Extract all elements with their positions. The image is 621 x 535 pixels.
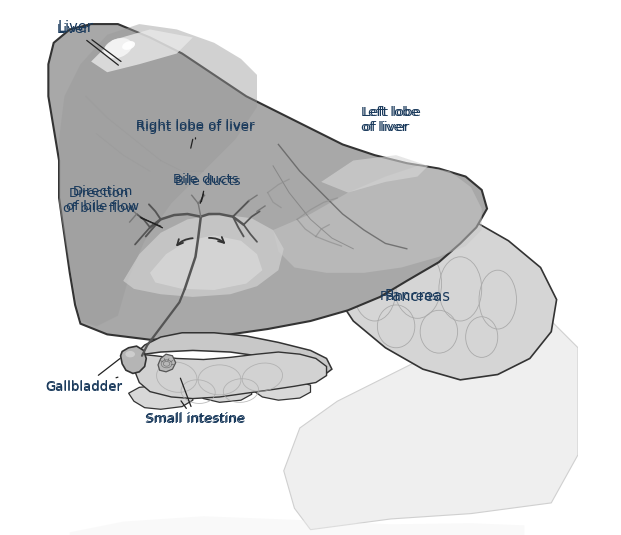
Text: Bile ducts: Bile ducts <box>175 175 240 203</box>
Polygon shape <box>48 24 487 340</box>
Polygon shape <box>120 346 147 373</box>
Text: Direction
of bile flow: Direction of bile flow <box>63 187 161 226</box>
Polygon shape <box>150 235 262 290</box>
Text: Direction
of bile flow: Direction of bile flow <box>66 185 163 228</box>
Text: Left lobe
of liver: Left lobe of liver <box>363 106 421 134</box>
Polygon shape <box>193 381 252 402</box>
Polygon shape <box>123 214 284 297</box>
Text: Liver: Liver <box>58 20 121 62</box>
Polygon shape <box>364 401 444 508</box>
Polygon shape <box>321 155 428 193</box>
Text: Small intestine: Small intestine <box>146 378 245 425</box>
Polygon shape <box>273 166 482 273</box>
Text: Pancreas: Pancreas <box>384 289 450 304</box>
Polygon shape <box>59 24 257 326</box>
Text: Right lobe of liver: Right lobe of liver <box>136 119 255 139</box>
Polygon shape <box>158 354 176 372</box>
Polygon shape <box>428 391 514 508</box>
Polygon shape <box>134 352 327 399</box>
Polygon shape <box>129 385 193 409</box>
FancyArrowPatch shape <box>209 237 224 243</box>
Polygon shape <box>70 516 525 535</box>
Ellipse shape <box>125 351 135 357</box>
Text: Bile ducts: Bile ducts <box>173 173 239 202</box>
Polygon shape <box>492 348 578 492</box>
Polygon shape <box>252 380 310 400</box>
Text: Pancreas: Pancreas <box>379 291 440 303</box>
Polygon shape <box>137 333 332 384</box>
FancyArrowPatch shape <box>177 238 193 245</box>
Text: Left lobe
of liver: Left lobe of liver <box>361 106 419 134</box>
Polygon shape <box>91 29 193 72</box>
Ellipse shape <box>122 41 135 50</box>
Polygon shape <box>327 209 556 380</box>
Text: Gallbladder: Gallbladder <box>46 377 123 394</box>
Polygon shape <box>284 321 578 530</box>
Text: Small intestine: Small intestine <box>145 401 244 426</box>
Text: Liver: Liver <box>57 23 119 65</box>
Ellipse shape <box>104 38 132 58</box>
Text: Right lobe of liver: Right lobe of liver <box>136 121 255 148</box>
Text: Gallbladder: Gallbladder <box>46 358 123 393</box>
